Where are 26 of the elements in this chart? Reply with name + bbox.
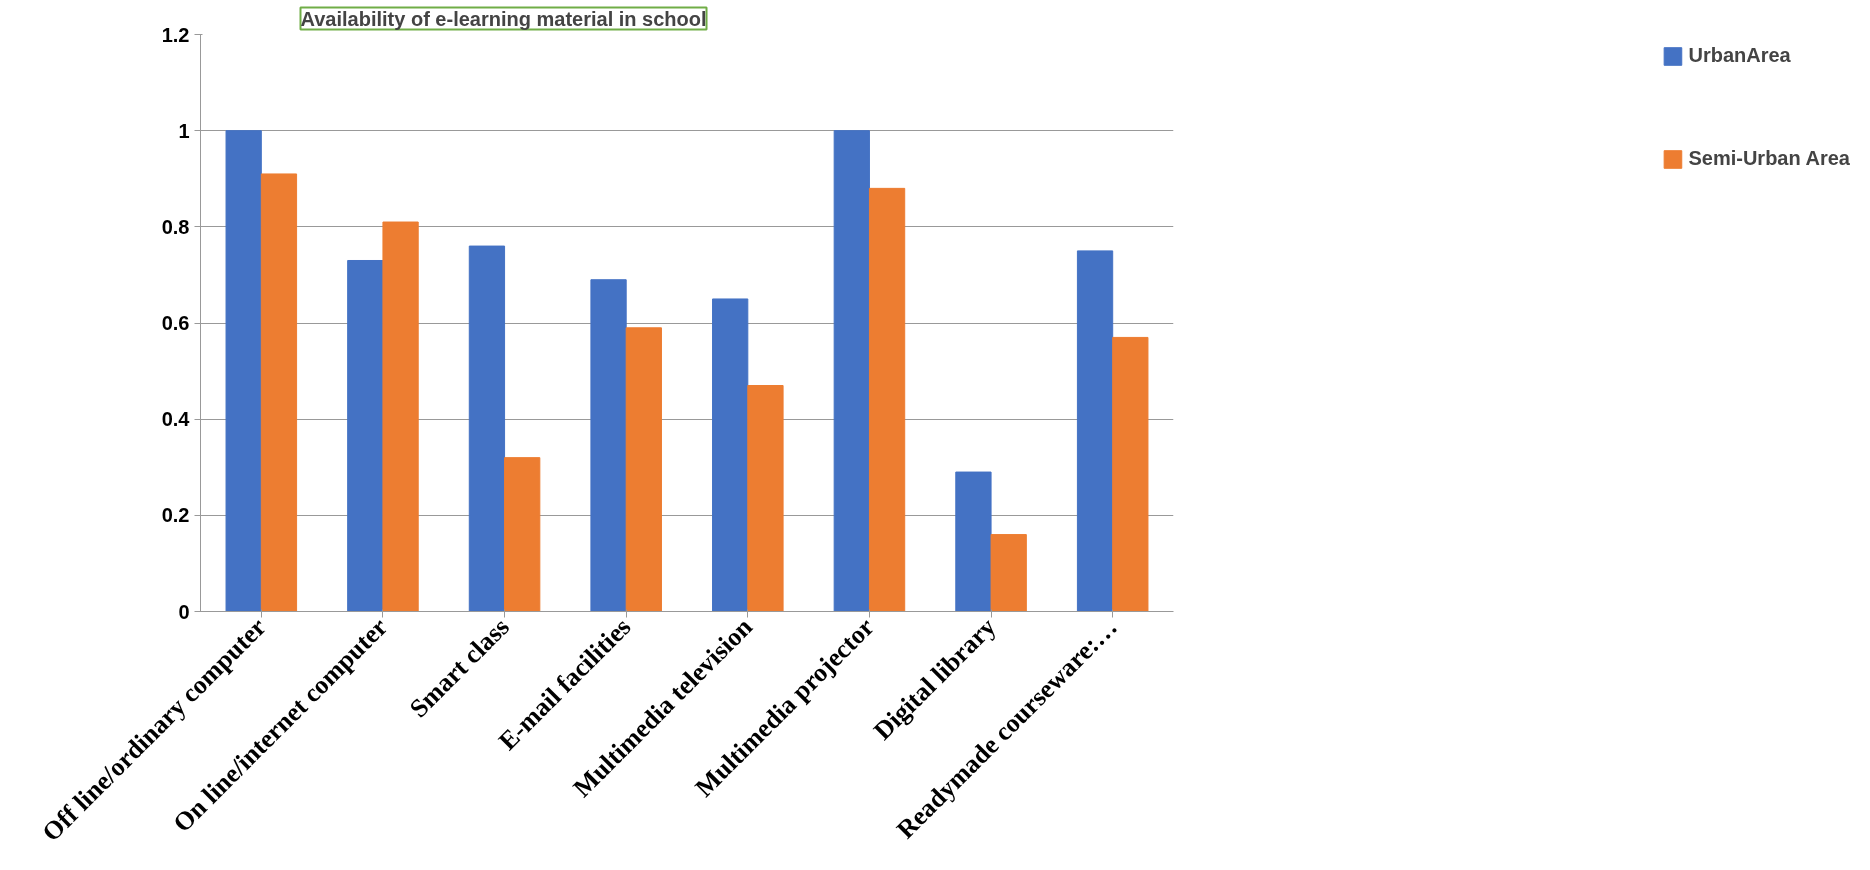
bar [225,130,262,612]
bar [1112,336,1149,612]
legend-label: UrbanArea [1688,44,1791,67]
y-tick-label: 0.6 [161,312,190,334]
bar [504,457,541,612]
bar [712,298,749,612]
bar [260,173,298,612]
y-tick-label: 0.4 [161,408,191,431]
bar [468,245,506,612]
bar [590,279,627,612]
bar [990,534,1027,612]
chart-title: Availability of e-learning material in school [300,7,707,30]
legend-label: Semi-Urban Area [1688,147,1850,170]
y-tick-label: 1.2 [161,23,190,46]
bar [382,221,419,612]
bar [833,130,870,612]
bar [955,471,992,612]
bar [347,259,384,612]
bar [747,385,784,612]
y-tick-label: 0 [178,600,190,623]
bar [625,327,662,612]
y-tick-label: 1 [178,119,190,142]
bar [868,187,906,612]
bar [1076,250,1114,612]
y-tick-label: 0.2 [161,504,190,527]
y-tick-label: 0.8 [161,215,190,238]
